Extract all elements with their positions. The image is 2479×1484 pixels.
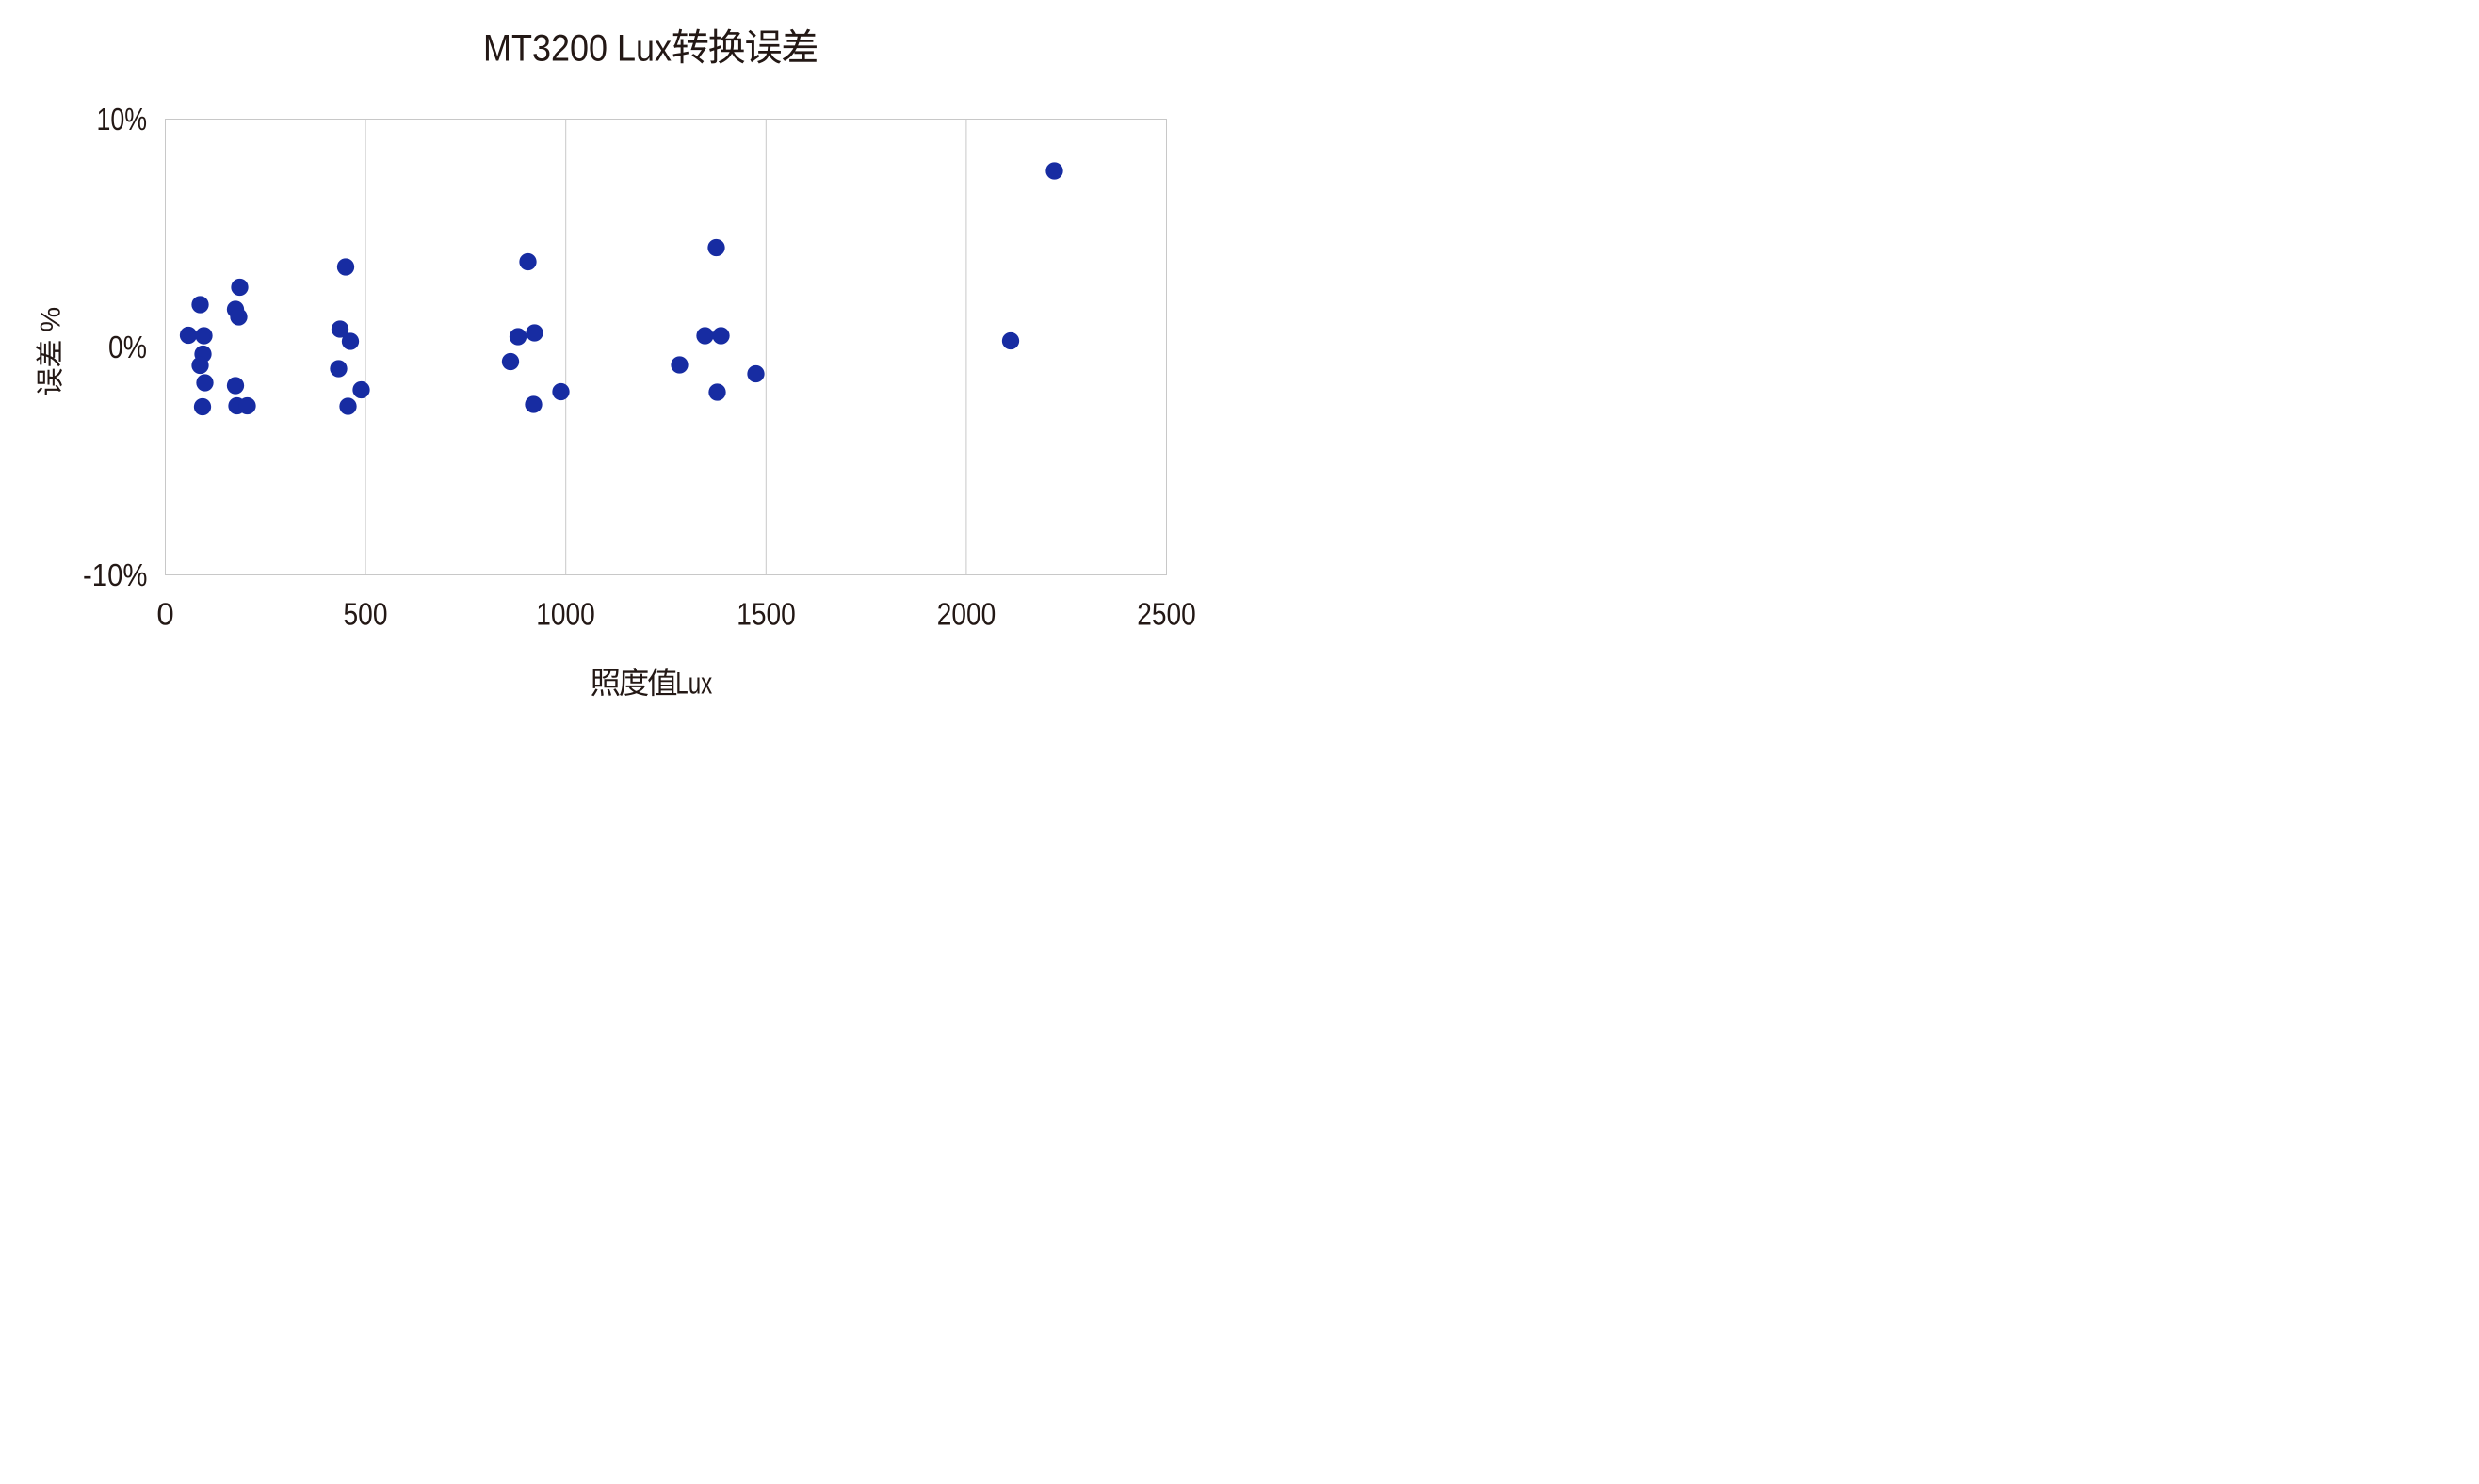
svg-text:%: %	[36, 307, 67, 332]
svg-text:0: 0	[156, 597, 173, 632]
svg-text:500: 500	[344, 597, 388, 632]
svg-text:Lux: Lux	[675, 667, 712, 701]
svg-text:0%: 0%	[108, 330, 147, 364]
svg-text:2000: 2000	[937, 597, 996, 632]
svg-text:1000: 1000	[536, 597, 595, 632]
svg-text:1500: 1500	[737, 597, 796, 632]
svg-text:2500: 2500	[1137, 597, 1196, 632]
svg-text:-10%: -10%	[83, 557, 148, 592]
svg-text:MT3200 Lux: MT3200 Lux	[483, 27, 672, 69]
svg-text:10%: 10%	[97, 102, 148, 137]
